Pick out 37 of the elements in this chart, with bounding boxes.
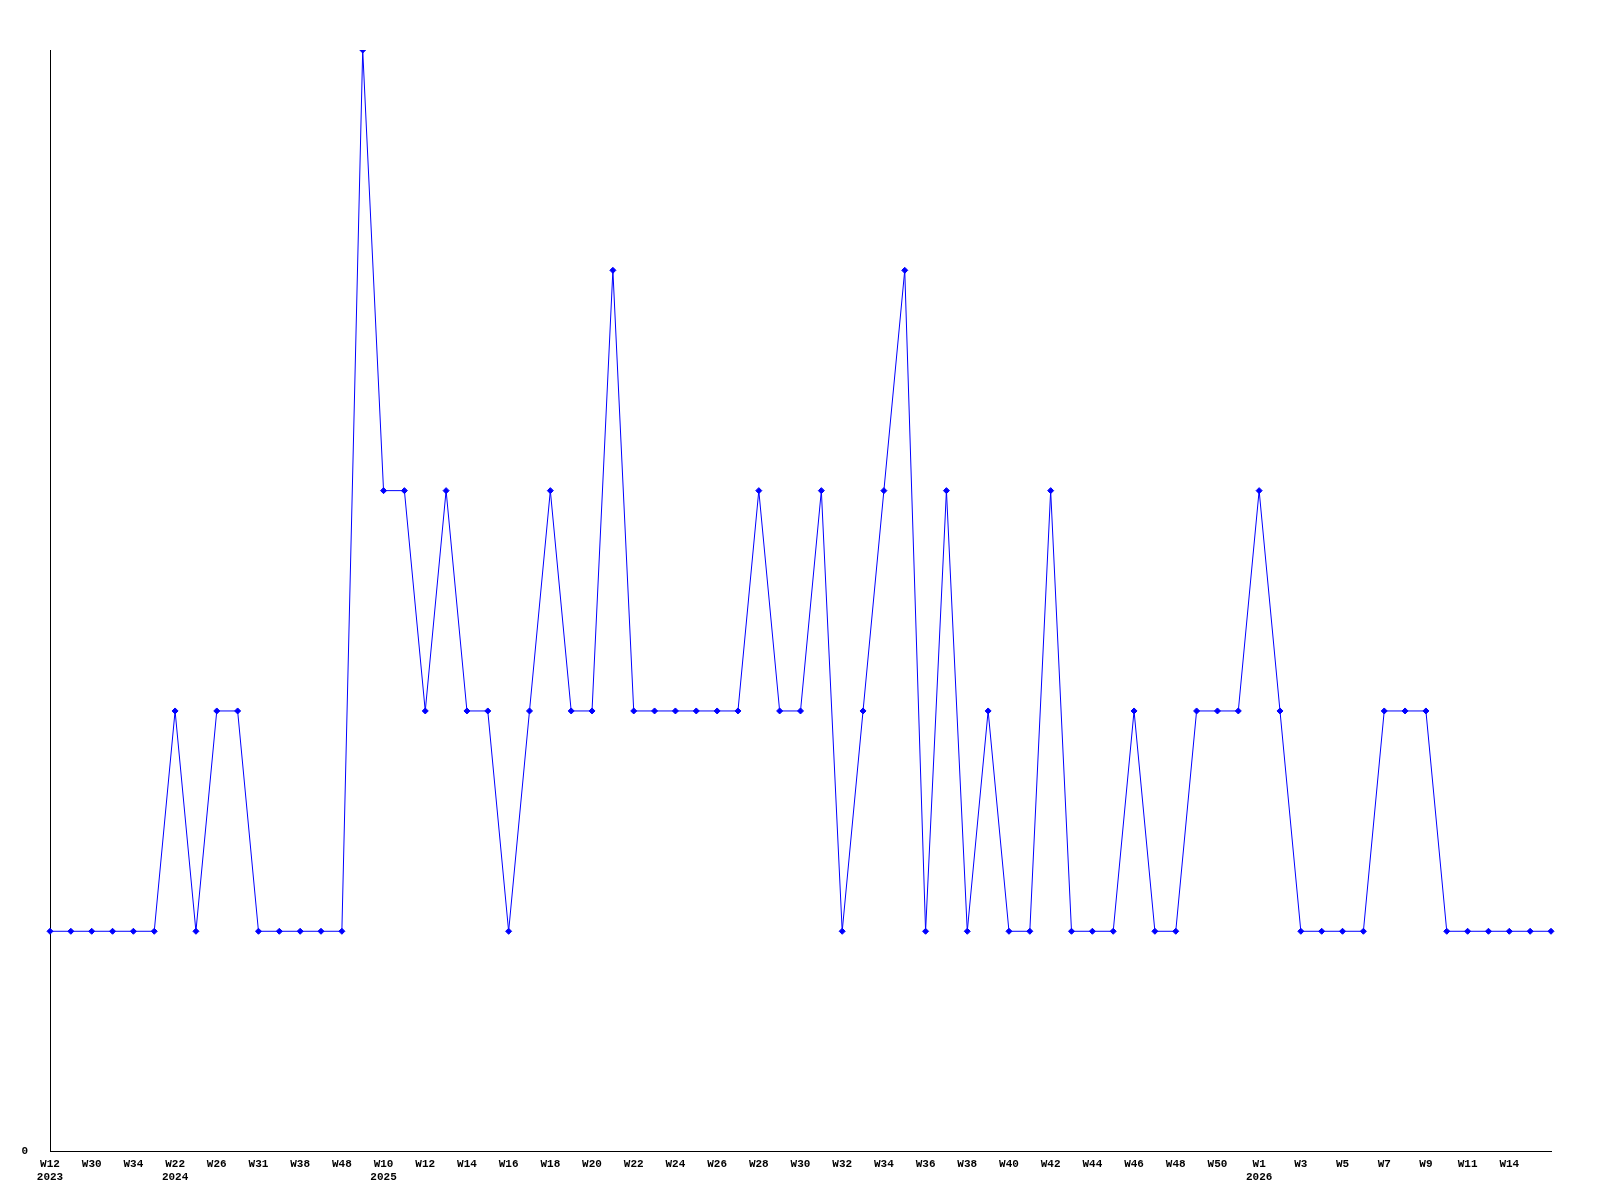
x-tick-label: W30 xyxy=(81,1157,102,1170)
x-tick-label: W14 xyxy=(457,1157,478,1170)
x-tick-label: W26 xyxy=(206,1157,227,1170)
x-tick-label: W38 xyxy=(290,1157,311,1170)
x-tick-label: W10 2025 xyxy=(370,1157,398,1184)
x-tick-label: W34 xyxy=(873,1157,895,1170)
x-tick-label: W22 xyxy=(623,1157,644,1170)
x-tick-label: W38 xyxy=(957,1157,978,1170)
x-tick-label: W32 xyxy=(832,1157,853,1170)
x-tick-label: W24 xyxy=(665,1157,686,1170)
x-tick-label: W20 xyxy=(582,1157,602,1170)
x-tick-label: W1 2026 xyxy=(1245,1157,1273,1184)
x-tick-label: W46 xyxy=(1124,1157,1144,1170)
x-tick-label: W11 xyxy=(1457,1157,1478,1170)
x-tick-label: W22 2024 xyxy=(161,1157,189,1184)
x-tick-label: W7 xyxy=(1377,1157,1391,1170)
x-tick-label: W9 xyxy=(1419,1157,1433,1170)
x-tick-label: W40 xyxy=(999,1157,1019,1170)
x-tick-label: W50 xyxy=(1207,1157,1228,1170)
x-tick-label: W5 xyxy=(1335,1157,1350,1170)
x-tick-label: W12 2023 xyxy=(36,1157,64,1184)
x-tick-label: W26 xyxy=(707,1157,728,1170)
x-tick-label: W36 xyxy=(915,1157,936,1170)
x-tick-label: W28 xyxy=(748,1157,770,1170)
x-tick-label: W42 xyxy=(1040,1157,1061,1170)
x-tick-label: W31 xyxy=(248,1157,269,1170)
x-tick-label: W44 xyxy=(1082,1157,1103,1170)
x-tick-label: W3 xyxy=(1294,1157,1308,1170)
text: 0 xyxy=(21,1145,28,1158)
x-tick-label: W14 xyxy=(1499,1157,1520,1170)
x-tick-label: W16 xyxy=(498,1157,519,1170)
x-tick-label: W34 xyxy=(123,1157,144,1170)
x-tick-label: W48 xyxy=(1165,1157,1187,1170)
x-tick-label: W48 xyxy=(331,1157,353,1170)
x-tick-label: W12 xyxy=(415,1157,436,1170)
x-tick-label: W18 xyxy=(540,1157,561,1170)
x-tick-label: W30 xyxy=(790,1157,811,1170)
